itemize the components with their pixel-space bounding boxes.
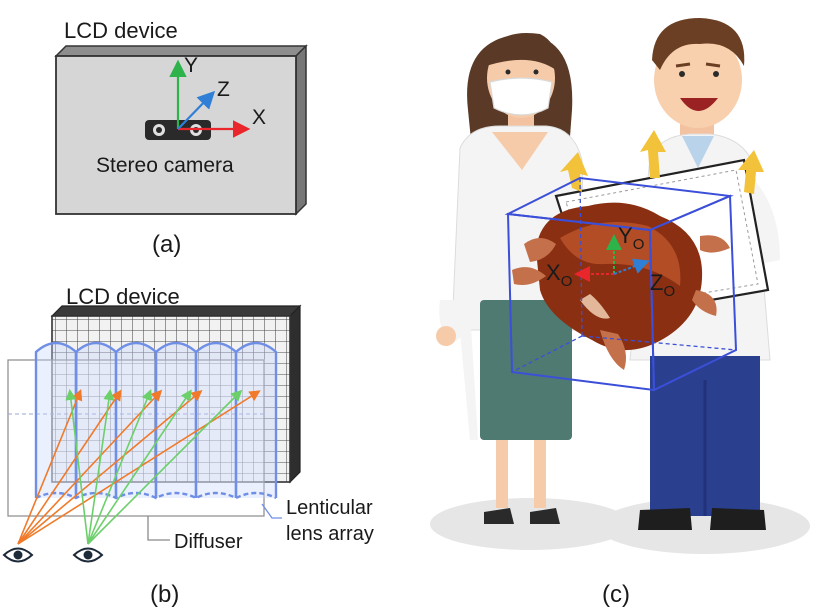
- lens-leader-line: [261, 503, 282, 519]
- caption-b: (b): [150, 581, 179, 608]
- diffuser-leader-line: [147, 516, 170, 541]
- caption-a: (a): [152, 231, 181, 258]
- diffuser-label: Diffuser: [174, 531, 243, 553]
- lcd-grid-side: [289, 304, 301, 484]
- upward-arrow-icon: [560, 130, 764, 194]
- light-rays-left-eye: [17, 389, 261, 545]
- panel-b: LCD device: [2, 284, 374, 608]
- diffuser-sheet: [7, 359, 265, 517]
- panel-c: YO XO ZO (c): [430, 18, 810, 608]
- panel-a-title: LCD device: [64, 18, 178, 43]
- object-y-axis-label: YO: [618, 223, 644, 253]
- caption-c: (c): [602, 581, 630, 608]
- panel-b-title: LCD device: [66, 284, 180, 309]
- lens-label-line2: lens array: [286, 523, 374, 545]
- left-eye-icon: [2, 547, 34, 563]
- lcd-side-face: [295, 44, 307, 216]
- object-x-axis-label: XO: [546, 260, 572, 290]
- object-z-axis-label: ZO: [650, 270, 675, 300]
- z-axis-arrow: [177, 90, 216, 130]
- bounding-cube: [504, 176, 738, 392]
- right-eye-icon: [72, 547, 104, 563]
- stereo-camera-label: Stereo camera: [96, 154, 234, 177]
- lcd-grid-top: [50, 305, 302, 317]
- object-z-axis: [613, 258, 650, 275]
- x-axis-label: X: [252, 106, 266, 129]
- light-rays-right-eye: [65, 388, 243, 545]
- y-axis-label: Y: [184, 54, 198, 77]
- lens-label-line1: Lenticular: [286, 497, 373, 519]
- z-axis-label: Z: [217, 78, 230, 101]
- lenticular-lens-array: [34, 341, 278, 500]
- lcd-top-face: [54, 45, 308, 57]
- panel-a: LCD device X Y Z Stereo camera (a): [54, 18, 308, 258]
